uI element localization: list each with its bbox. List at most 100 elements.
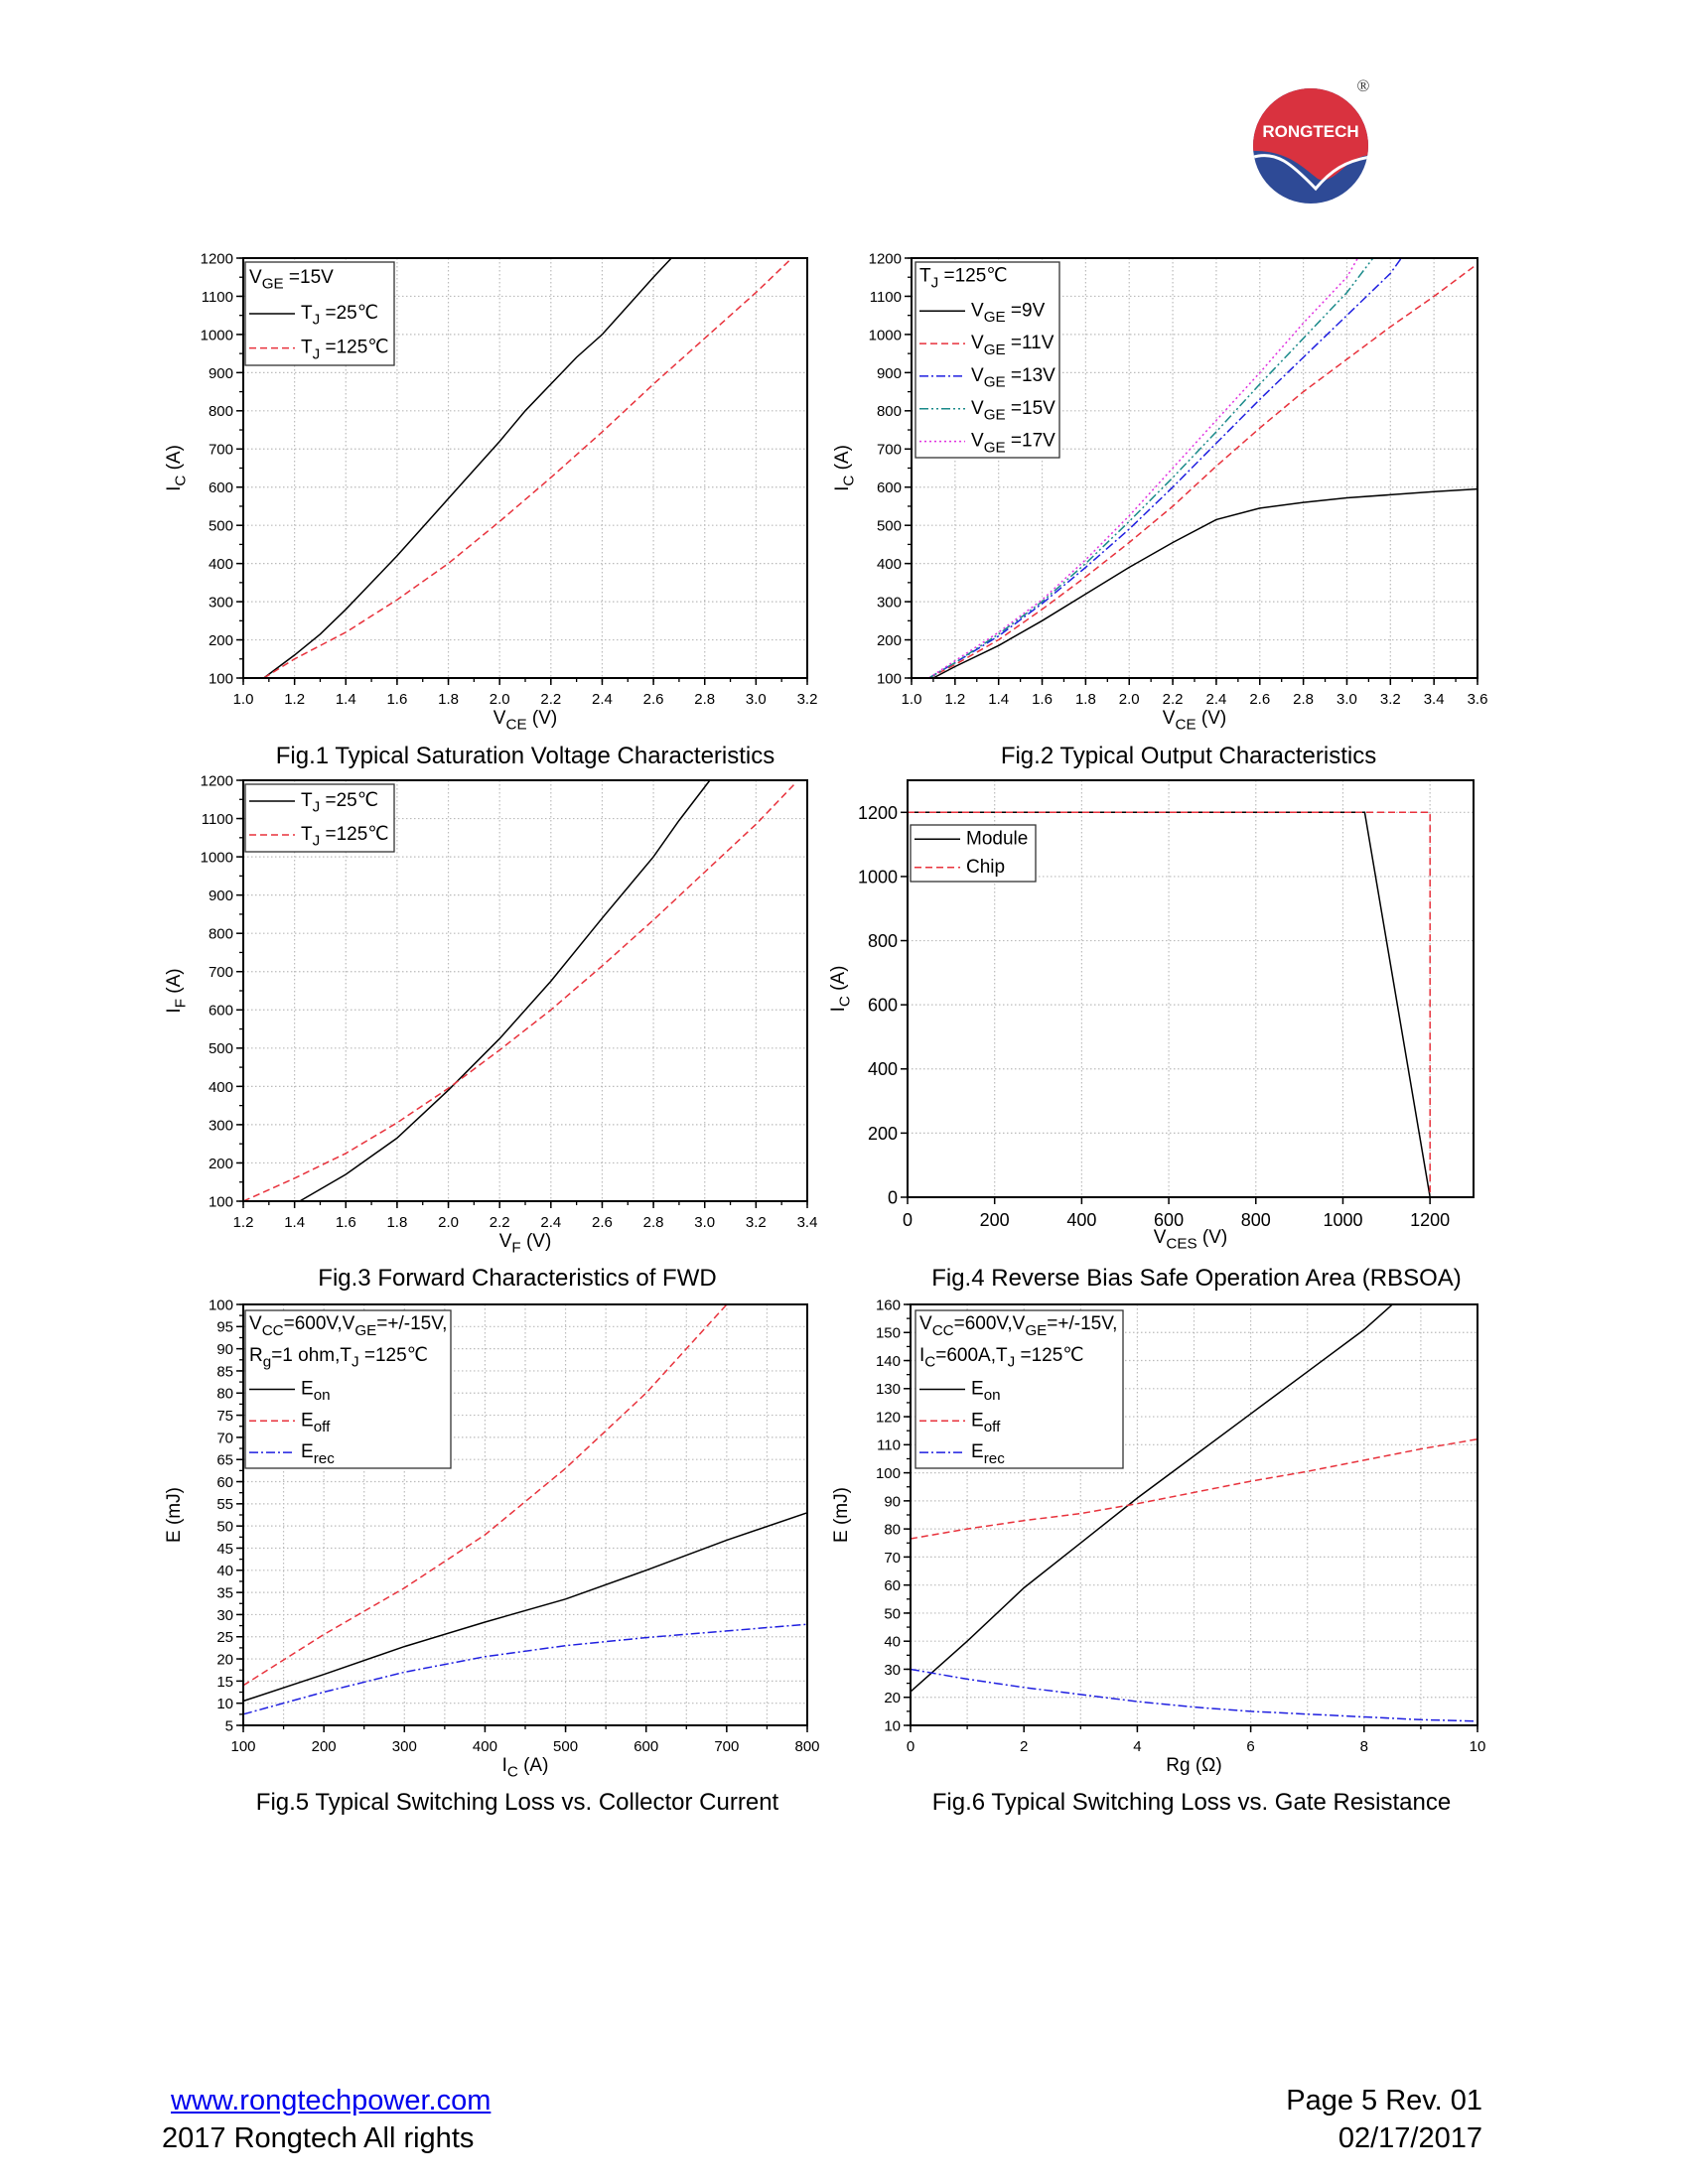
legend-label: Eon: [971, 1379, 1001, 1405]
y-tick-label: 150: [876, 1325, 901, 1342]
chart-fig1: 1.0 1.2 1.4 1.6 1.8 2.0 2.2 2.4 2.6 2.8 3.0 3.2 100 2…: [164, 250, 817, 733]
text-segment: =600A,T: [935, 1345, 1008, 1366]
subscript: C: [173, 476, 190, 486]
y-axis-title: IC (A): [832, 445, 858, 491]
y-tick-label: 30: [884, 1662, 901, 1679]
x-tick-label: 2.2: [490, 1214, 510, 1231]
fig2-caption: Fig.2 Typical Output Characteristics: [1000, 743, 1377, 769]
subscript: CE: [1175, 717, 1196, 734]
x-tick-label: 2.0: [490, 691, 510, 708]
chart-fig3: 1.2 1.4 1.6 1.8 2.0 2.2 2.4 2.6 2.8 3.0 3.2 3.4 100 2…: [164, 772, 817, 1256]
text-segment: V: [249, 267, 262, 288]
y-tick-label: 500: [877, 518, 902, 535]
y-tick-label: 100: [877, 670, 902, 687]
text-segment: E (mJ): [164, 1487, 185, 1543]
y-tick-label: 160: [876, 1297, 901, 1313]
y-tick-label: 70: [884, 1550, 901, 1567]
subscript: on: [984, 1387, 1001, 1404]
y-tick-label: 1000: [201, 849, 233, 866]
text-segment: E: [301, 1441, 314, 1462]
x-tick-label: 2.0: [438, 1214, 459, 1231]
legend-header: IC=600A,TJ =125℃: [919, 1345, 1084, 1371]
y-tick-label: 70: [216, 1430, 233, 1446]
text-segment: E (mJ): [831, 1487, 852, 1543]
x-tick-label: 3.2: [797, 691, 818, 708]
y-tick-label: 140: [876, 1353, 901, 1370]
text-segment: =125℃: [1015, 1345, 1083, 1366]
text-segment: =125℃: [938, 266, 1007, 287]
legend-header: Rg=1 ohm,TJ =125℃: [249, 1345, 428, 1371]
legend-label: Erec: [971, 1441, 1005, 1467]
series-line: [928, 257, 1374, 679]
series-line: [242, 1303, 728, 1687]
x-tick-label: 600: [633, 1738, 658, 1755]
x-tick-label: 3.0: [746, 691, 767, 708]
text-segment: T: [919, 266, 931, 287]
y-tick-label: 95: [216, 1319, 233, 1336]
x-tick-label: 1.0: [233, 691, 254, 708]
y-tick-label: 300: [209, 1117, 233, 1134]
y-tick-label: 1100: [870, 289, 902, 306]
rongtech-logo: RONGTECH ®: [1246, 71, 1385, 205]
text-segment: =1 ohm,T: [271, 1345, 352, 1366]
y-tick-label: 50: [884, 1605, 901, 1622]
text-segment: V: [249, 1313, 262, 1334]
x-axis-title: VCE (V): [493, 708, 557, 734]
legend-label: Module: [966, 828, 1028, 849]
x-tick-label: 3.4: [797, 1214, 818, 1231]
text-segment: T: [301, 790, 313, 811]
x-tick-label: 800: [1241, 1210, 1271, 1230]
x-tick-label: 400: [1066, 1210, 1096, 1230]
plot-frame: [242, 779, 808, 1202]
x-tick-label: 2.2: [540, 691, 561, 708]
y-tick-label: 45: [216, 1541, 233, 1558]
series-line: [908, 811, 1431, 1198]
subscript: CE: [505, 717, 526, 734]
subscript: off: [314, 1419, 331, 1435]
text-segment: Chip: [966, 857, 1005, 878]
y-tick-label: 1000: [858, 867, 898, 887]
y-tick-label: 75: [216, 1408, 233, 1425]
fig3-caption: Fig.3 Forward Characteristics of FWD: [318, 1265, 717, 1292]
y-axis-title: E (mJ): [831, 1487, 852, 1543]
plot-frame: [911, 257, 1478, 679]
y-tick-label: 900: [209, 887, 233, 904]
y-tick-label: 400: [868, 1059, 898, 1079]
text-segment: =13V: [1006, 365, 1056, 386]
text-segment: =600V,V: [954, 1313, 1026, 1334]
legend-box: [910, 824, 1037, 883]
x-tick-label: 500: [553, 1738, 578, 1755]
y-tick-label: 90: [216, 1341, 233, 1358]
y-tick-label: 120: [876, 1409, 901, 1426]
x-tick-label: 3.4: [1424, 691, 1445, 708]
text-segment: =125℃: [359, 1345, 428, 1366]
x-tick-label: 2.4: [540, 1214, 561, 1231]
legend-label: Eon: [301, 1379, 331, 1405]
series-line: [928, 257, 1359, 679]
y-tick-label: 500: [209, 1040, 233, 1057]
y-tick-label: 5: [225, 1717, 233, 1734]
y-tick-label: 85: [216, 1363, 233, 1380]
text-segment: Rg (Ω): [1166, 1755, 1221, 1776]
series-line: [910, 1668, 1478, 1722]
legend-label: VGE =9V: [971, 300, 1046, 326]
footer-date: 02/17/2017: [1337, 2122, 1482, 2154]
x-tick-label: 2.8: [1293, 691, 1314, 708]
text-segment: =11V: [1006, 333, 1055, 353]
svg-text:®: ®: [1357, 76, 1370, 95]
text-segment: (V): [1197, 1227, 1228, 1248]
y-tick-label: 20: [884, 1690, 901, 1706]
website-link[interactable]: www.rongtechpower.com: [171, 2085, 492, 2116]
footer-website[interactable]: www.rongtechpower.com: [171, 2085, 491, 2117]
y-tick-label: 110: [877, 1437, 901, 1454]
x-tick-label: 1.4: [336, 691, 356, 708]
y-tick-label: 100: [209, 1193, 233, 1210]
y-tick-label: 1200: [201, 250, 233, 267]
text-segment: (V): [1196, 708, 1227, 729]
legend-label: Eoff: [301, 1410, 331, 1435]
subscript: GE: [262, 276, 284, 293]
y-tick-label: 60: [216, 1474, 233, 1491]
y-tick-label: 1200: [869, 250, 902, 267]
x-tick-label: 2.8: [643, 1214, 664, 1231]
text-segment: I: [502, 1755, 507, 1776]
